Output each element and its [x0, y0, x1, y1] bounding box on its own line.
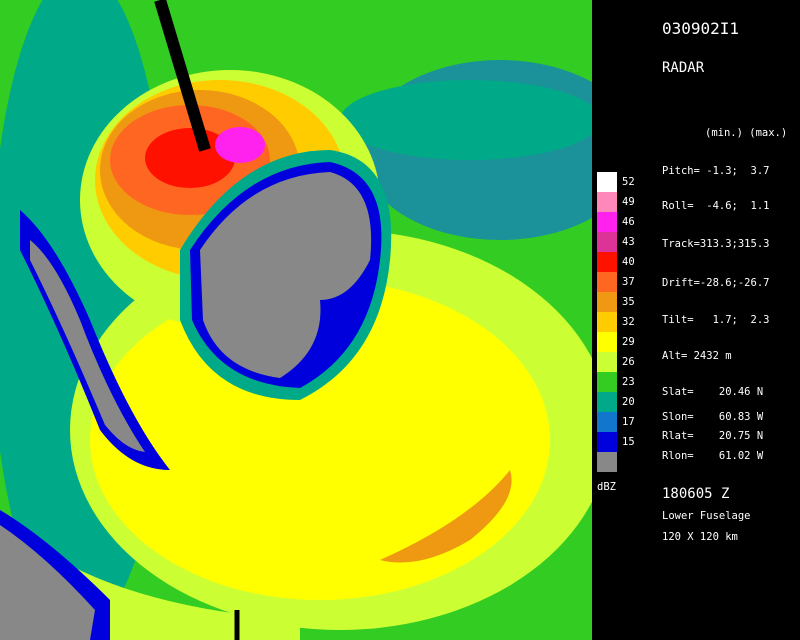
- colorbar-label: 17: [622, 416, 635, 428]
- color-swatch: [597, 272, 617, 292]
- instrument: RADAR: [662, 60, 705, 76]
- colorbar-label: 26: [622, 356, 635, 368]
- color-swatch: [597, 192, 617, 212]
- colorbar-label: 35: [622, 296, 635, 308]
- color-swatch: [597, 432, 617, 452]
- position-line: Rlat= 20.75 N: [662, 430, 764, 442]
- color-swatch: [597, 312, 617, 332]
- param-line: Pitch= -1.3; 3.7: [662, 165, 770, 177]
- param-line: Tilt= 1.7; 2.3: [662, 314, 770, 326]
- colorbar-unit: dBZ: [597, 481, 616, 493]
- colorbar: [597, 172, 617, 472]
- time: 180605 Z: [662, 486, 730, 502]
- flight-id: 030902I1: [662, 19, 740, 38]
- param-line: Roll= -4.6; 1.1: [662, 200, 770, 212]
- position-line: Slon= 60.83 W: [662, 411, 764, 423]
- antenna: Lower Fuselage: [662, 510, 751, 522]
- color-swatch: [597, 232, 617, 252]
- colorbar-label: 15: [622, 436, 635, 448]
- colorbar-label: 43: [622, 236, 635, 248]
- position-line: Slat= 20.46 N: [662, 386, 764, 398]
- color-swatch: [597, 452, 617, 472]
- param-line: Drift=-28.6;-26.7: [662, 277, 770, 289]
- color-swatch: [597, 332, 617, 352]
- color-swatch: [597, 392, 617, 412]
- color-swatch: [597, 412, 617, 432]
- param-heading: (min.) (max.): [705, 127, 788, 139]
- colorbar-label: 49: [622, 196, 635, 208]
- radar-image: [0, 0, 592, 640]
- colorbar-label: 29: [622, 336, 635, 348]
- color-swatch: [597, 292, 617, 312]
- param-line: Track=313.3;315.3: [662, 238, 770, 250]
- position-line: Rlon= 61.02 W: [662, 450, 764, 462]
- colorbar-label: 23: [622, 376, 635, 388]
- colorbar-label: 32: [622, 316, 635, 328]
- color-swatch: [597, 172, 617, 192]
- range: 120 X 120 km: [662, 531, 738, 543]
- colorbar-label: 40: [622, 256, 635, 268]
- param-line: Alt= 2432 m: [662, 350, 732, 362]
- color-swatch: [597, 372, 617, 392]
- colorbar-label: 52: [622, 176, 635, 188]
- colorbar-label: 46: [622, 216, 635, 228]
- color-swatch: [597, 352, 617, 372]
- info-panel: 030902I1 RADAR (min.) (max.) dBZ 180605 …: [592, 0, 800, 640]
- color-swatch: [597, 252, 617, 272]
- colorbar-label: 37: [622, 276, 635, 288]
- color-swatch: [597, 212, 617, 232]
- colorbar-label: 20: [622, 396, 635, 408]
